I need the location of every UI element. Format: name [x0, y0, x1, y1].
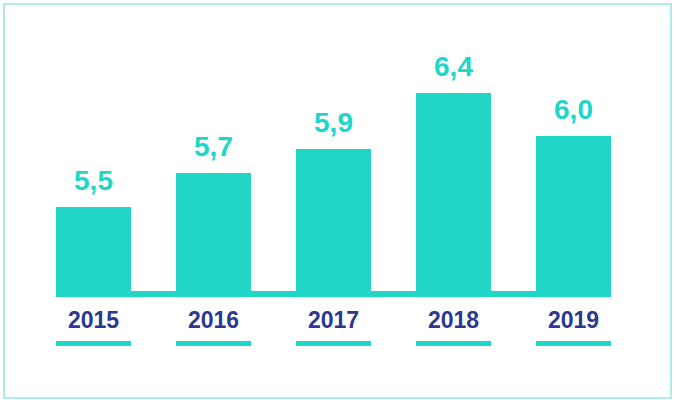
- bar: [176, 173, 251, 291]
- bar-column: 5,7: [176, 133, 251, 291]
- bar-value-label: 6,0: [554, 96, 593, 124]
- bar-value-label: 5,7: [194, 133, 233, 161]
- x-axis-labels: 2015 2016 2017 2018 2019: [56, 309, 611, 346]
- category-underline: [416, 341, 491, 346]
- x-axis-baseline: [56, 291, 611, 297]
- category-label: 2019: [548, 309, 599, 332]
- chart-canvas: 5,5 5,7 5,9 6,4 6,0 2015 2016 2017 2018 …: [0, 0, 676, 405]
- axis-column: 2019: [536, 309, 611, 346]
- category-label: 2018: [428, 309, 479, 332]
- category-underline: [536, 341, 611, 346]
- bar-value-label: 5,9: [314, 109, 353, 137]
- axis-column: 2017: [296, 309, 371, 346]
- axis-column: 2016: [176, 309, 251, 346]
- category-underline: [296, 341, 371, 346]
- bar-column: 5,5: [56, 167, 131, 291]
- bar-value-label: 6,4: [434, 53, 473, 81]
- bar-value-label: 5,5: [74, 167, 113, 195]
- category-underline: [176, 341, 251, 346]
- bar-column: 6,4: [416, 53, 491, 291]
- category-label: 2017: [308, 309, 359, 332]
- bar: [296, 149, 371, 291]
- category-label: 2016: [188, 309, 239, 332]
- bar-column: 5,9: [296, 109, 371, 291]
- bar-chart: 5,5 5,7 5,9 6,4 6,0 2015 2016 2017 2018 …: [56, 0, 611, 346]
- bar: [536, 136, 611, 291]
- bar: [416, 93, 491, 291]
- category-label: 2015: [68, 309, 119, 332]
- axis-column: 2015: [56, 309, 131, 346]
- bar-column: 6,0: [536, 96, 611, 291]
- category-underline: [56, 341, 131, 346]
- bar: [56, 207, 131, 291]
- axis-column: 2018: [416, 309, 491, 346]
- bars-area: 5,5 5,7 5,9 6,4 6,0: [56, 0, 611, 291]
